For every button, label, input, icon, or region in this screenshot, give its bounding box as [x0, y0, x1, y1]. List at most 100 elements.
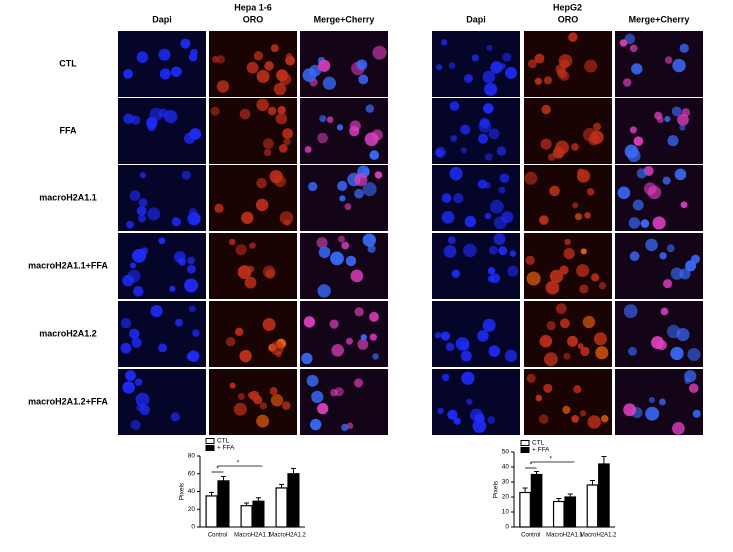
cell [353, 378, 364, 388]
group-title: HepG2 [553, 2, 582, 12]
micrograph [300, 98, 388, 164]
cell [667, 135, 679, 147]
cell [664, 56, 673, 64]
micrograph-bg [209, 369, 297, 435]
bar [564, 496, 577, 528]
cell [591, 273, 600, 282]
cell [629, 251, 640, 262]
micrograph [300, 31, 388, 97]
cell [464, 74, 473, 83]
cell [595, 346, 609, 360]
column-header: ORO [243, 14, 264, 24]
y-axis-label: Pixels [179, 482, 186, 500]
cell [487, 267, 496, 275]
bar [217, 480, 230, 528]
y-tick-label: 40 [188, 488, 196, 495]
cell [362, 182, 377, 197]
cell [496, 146, 507, 156]
cell [659, 398, 666, 406]
column-header: Dapi [466, 14, 486, 24]
cell [505, 67, 517, 79]
y-tick-label: 20 [188, 506, 196, 513]
cell [132, 248, 147, 263]
cell [579, 410, 587, 417]
cell [282, 401, 291, 410]
cell [188, 52, 198, 62]
column-header: Merge+Cherry [314, 14, 375, 24]
cell [688, 383, 699, 394]
cell [317, 284, 331, 298]
micrograph [118, 31, 206, 97]
cell [256, 177, 267, 189]
cell [330, 388, 338, 397]
cell [158, 343, 167, 353]
cell [372, 45, 387, 60]
micrograph [524, 301, 612, 367]
micrograph-bg [432, 233, 520, 299]
cell [318, 59, 331, 72]
cell [449, 101, 460, 111]
cell [150, 304, 163, 318]
cell [129, 262, 137, 269]
legend-label: CTL [217, 438, 230, 445]
cell [237, 265, 252, 279]
cell [680, 201, 688, 209]
cell [282, 128, 293, 139]
cell [216, 80, 230, 93]
y-tick-label: 30 [502, 479, 510, 486]
significance-mark: * [237, 460, 240, 467]
x-tick-label: MacroH2A1.2 [580, 533, 617, 539]
cell [188, 305, 196, 313]
cell [120, 317, 132, 329]
cell [279, 211, 294, 225]
cell [435, 146, 447, 158]
cell [341, 423, 349, 432]
cell [259, 402, 267, 410]
cell [125, 370, 136, 381]
legend-swatch [520, 447, 530, 453]
cell [371, 129, 383, 141]
cell [262, 318, 276, 331]
micrograph [524, 233, 612, 299]
micrograph [118, 98, 206, 164]
cell [628, 217, 641, 229]
cell [139, 172, 146, 179]
bar [519, 491, 531, 528]
micrograph [615, 233, 703, 299]
cell [331, 343, 345, 357]
cell [598, 281, 607, 290]
legend-swatch [520, 440, 530, 446]
micrograph-bg [118, 31, 206, 97]
cell [317, 132, 328, 144]
y-tick-label: 0 [191, 524, 195, 531]
cell [210, 106, 220, 116]
cell [440, 331, 451, 341]
cell [629, 126, 638, 134]
cell [571, 415, 579, 423]
bar [586, 484, 599, 528]
legend-label: + FFA [217, 445, 235, 452]
cell [122, 381, 135, 394]
cell [546, 321, 556, 331]
cell [256, 69, 270, 83]
cell [216, 55, 225, 64]
x-tick-label: MacroH2A1.2 [269, 533, 306, 539]
cell [660, 307, 669, 316]
cell [345, 337, 353, 345]
cell [367, 244, 376, 253]
cell [451, 269, 460, 278]
cell [647, 185, 662, 200]
cell [187, 350, 200, 362]
cell [256, 414, 270, 428]
cell [488, 245, 498, 255]
cell [488, 128, 500, 140]
cell [130, 419, 141, 431]
cell [487, 275, 495, 283]
cell [265, 269, 275, 279]
cell [541, 104, 551, 115]
micrograph [300, 301, 388, 367]
x-tick-label: MacroH2A1.1 [546, 533, 583, 539]
micrograph-bg [524, 165, 612, 231]
cell [329, 319, 339, 329]
cell [274, 175, 287, 188]
